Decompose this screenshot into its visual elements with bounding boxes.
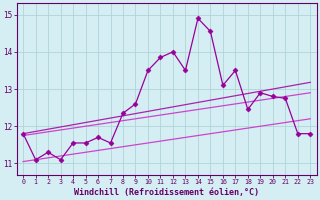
X-axis label: Windchill (Refroidissement éolien,°C): Windchill (Refroidissement éolien,°C) (74, 188, 259, 197)
